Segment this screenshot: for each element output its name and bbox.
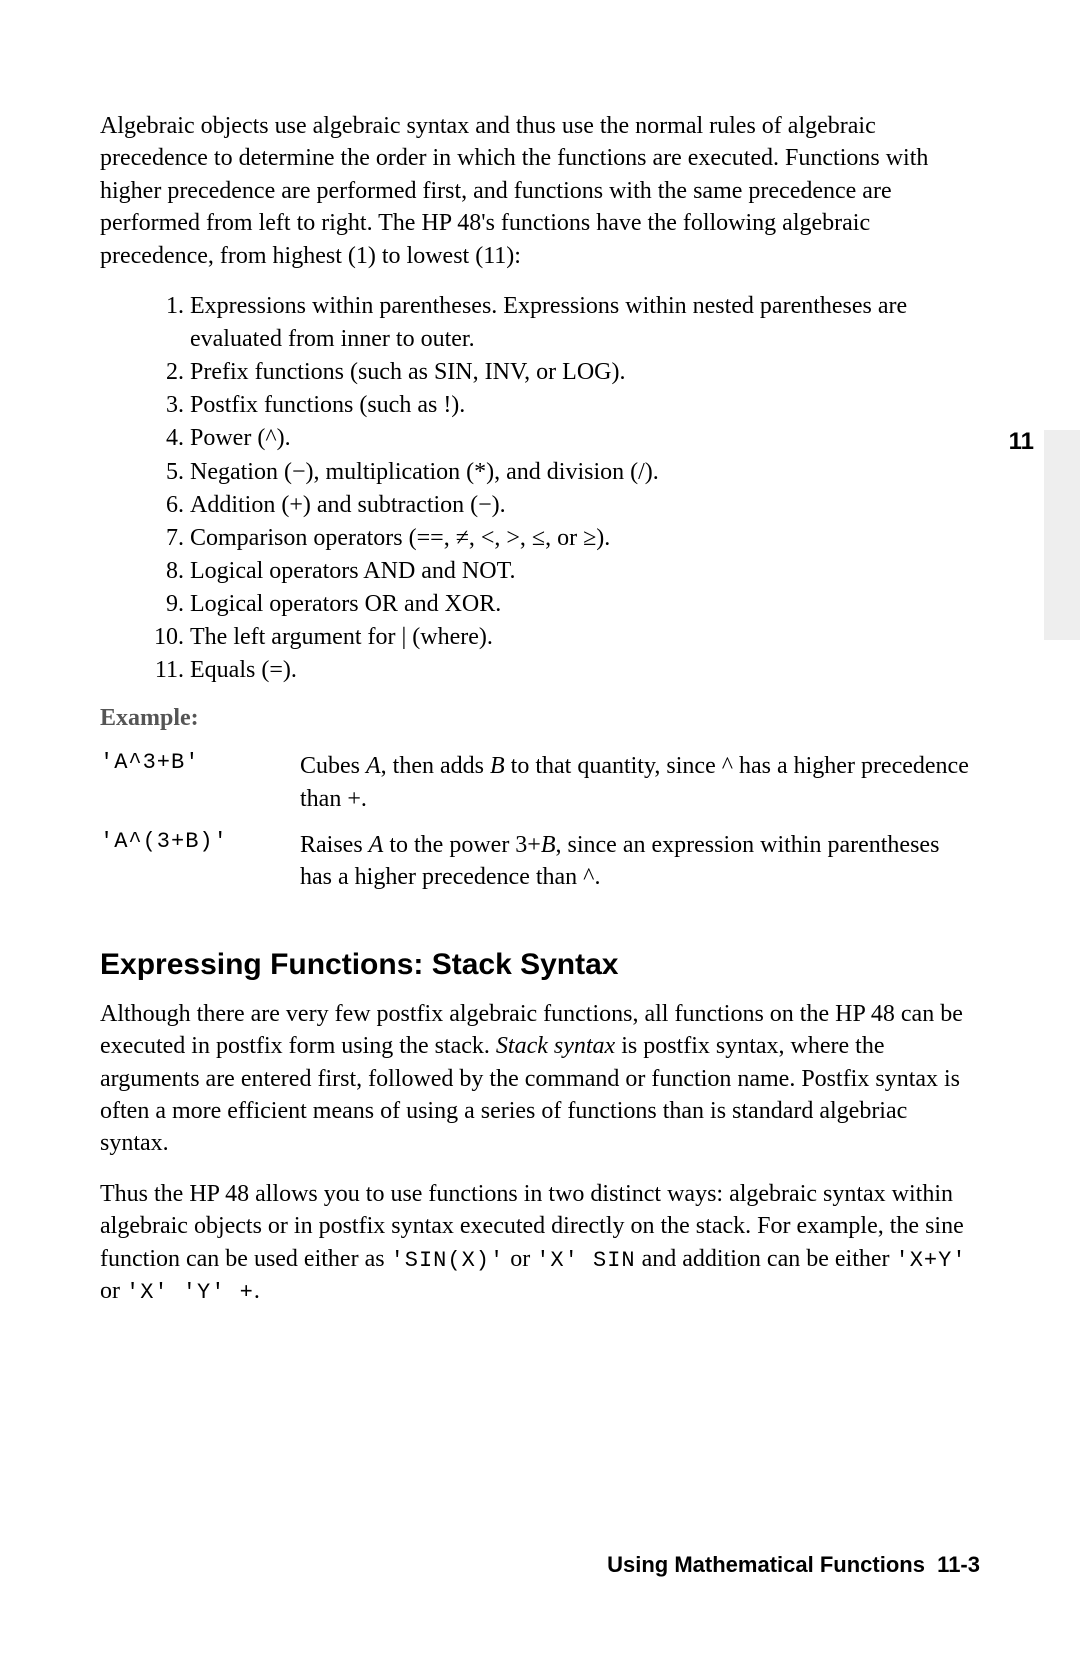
list-item: 4.Power (^).	[124, 422, 980, 455]
example-desc: Raises A to the power 3+B, since an expr…	[300, 829, 980, 908]
item-text: Comparison operators (==, ≠, <, >, ≤, or…	[190, 525, 610, 551]
item-number: 1.	[148, 290, 184, 323]
code-inline: 'SIN(X)'	[391, 1248, 505, 1273]
list-item: 8.Logical operators AND and NOT.	[124, 555, 980, 588]
stack-syntax-paragraph-1: Although there are very few postfix alge…	[100, 998, 980, 1160]
item-number: 3.	[148, 389, 184, 422]
list-item: 10.The left argument for | (where).	[124, 621, 980, 654]
item-number: 7.	[148, 522, 184, 555]
item-text: Addition (+) and subtraction (−).	[190, 492, 506, 518]
term-stack-syntax: Stack syntax	[496, 1033, 615, 1059]
text: Cubes	[300, 753, 366, 779]
intro-paragraph: Algebraic objects use algebraic syntax a…	[100, 110, 980, 272]
example-desc: Cubes A, then adds B to that quantity, s…	[300, 750, 980, 829]
item-number: 2.	[148, 356, 184, 389]
example-code: 'A^(3+B)'	[100, 829, 300, 908]
code-inline: 'X' SIN	[536, 1248, 635, 1273]
list-item: 11.Equals (=).	[124, 654, 980, 687]
item-number: 8.	[148, 555, 184, 588]
footer-title: Using Mathematical Functions	[607, 1552, 925, 1577]
item-text: Logical operators OR and XOR.	[190, 591, 501, 617]
item-number: 6.	[148, 489, 184, 522]
var-b: B	[490, 753, 505, 779]
item-text: Prefix functions (such as SIN, INV, or L…	[190, 359, 626, 385]
var-b: B	[541, 832, 556, 858]
list-item: 7.Comparison operators (==, ≠, <, >, ≤, …	[124, 522, 980, 555]
example-row: 'A^3+B' Cubes A, then adds B to that qua…	[100, 750, 980, 829]
precedence-list: 1.Expressions within parentheses. Expres…	[100, 290, 980, 687]
code-inline: 'X' 'Y' +	[126, 1280, 254, 1305]
text: or	[504, 1246, 536, 1272]
item-number: 10.	[148, 621, 184, 654]
list-item: 6.Addition (+) and subtraction (−).	[124, 489, 980, 522]
item-number: 11.	[148, 654, 184, 687]
item-number: 4.	[148, 422, 184, 455]
text: .	[254, 1278, 260, 1304]
list-item: 5.Negation (−), multiplication (*), and …	[124, 456, 980, 489]
text: or	[100, 1278, 126, 1304]
text: and addition can be either	[636, 1246, 896, 1272]
item-number: 9.	[148, 588, 184, 621]
var-a: A	[369, 832, 384, 858]
stack-syntax-paragraph-2: Thus the HP 48 allows you to use functio…	[100, 1178, 980, 1308]
list-item: 9.Logical operators OR and XOR.	[124, 588, 980, 621]
text: to the power 3+	[383, 832, 541, 858]
example-row: 'A^(3+B)' Raises A to the power 3+B, sin…	[100, 829, 980, 908]
item-text: Expressions within parentheses. Expressi…	[190, 293, 907, 352]
item-text: The left argument for | (where).	[190, 624, 493, 650]
page-footer: Using Mathematical Functions 11-3	[607, 1552, 980, 1578]
chapter-number: 11	[1009, 428, 1034, 456]
text: Raises	[300, 832, 369, 858]
text: , then adds	[381, 753, 490, 779]
list-item: 3.Postfix functions (such as !).	[124, 389, 980, 422]
code-inline: 'X+Y'	[896, 1248, 967, 1273]
item-text: Negation (−), multiplication (*), and di…	[190, 459, 659, 485]
item-text: Postfix functions (such as !).	[190, 392, 465, 418]
list-item: 2.Prefix functions (such as SIN, INV, or…	[124, 356, 980, 389]
item-text: Power (^).	[190, 425, 291, 451]
var-a: A	[366, 753, 381, 779]
item-number: 5.	[148, 456, 184, 489]
chapter-tab	[1044, 430, 1080, 640]
footer-page-number: 11-3	[937, 1552, 980, 1577]
example-table: 'A^3+B' Cubes A, then adds B to that qua…	[100, 750, 980, 908]
example-code: 'A^3+B'	[100, 750, 300, 829]
page: Algebraic objects use algebraic syntax a…	[0, 0, 1080, 1656]
section-heading: Expressing Functions: Stack Syntax	[100, 948, 980, 982]
list-item: 1.Expressions within parentheses. Expres…	[124, 290, 980, 356]
item-text: Logical operators AND and NOT.	[190, 558, 515, 584]
example-label: Example:	[100, 705, 980, 732]
item-text: Equals (=).	[190, 657, 297, 683]
